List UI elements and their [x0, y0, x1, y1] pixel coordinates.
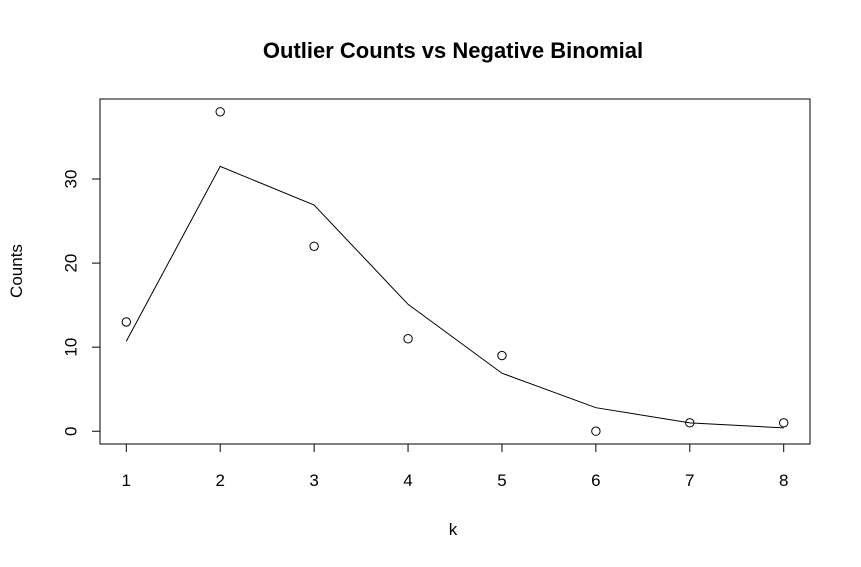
data-point	[779, 418, 789, 428]
negative-binomial-line	[125, 165, 784, 429]
y-tick-label: 20	[61, 254, 80, 273]
data-point	[309, 241, 319, 251]
y-axis-label: Counts	[7, 244, 26, 298]
y-axis-ticks: 0 10 20 30	[61, 170, 100, 436]
data-point	[403, 334, 413, 344]
x-tick-label: 3	[309, 471, 318, 490]
x-tick-label: 6	[591, 471, 600, 490]
y-tick-label: 30	[61, 170, 80, 189]
data-point	[685, 418, 695, 428]
x-tick-label: 8	[779, 471, 788, 490]
x-tick-label: 4	[403, 471, 412, 490]
data-point	[591, 426, 601, 436]
chart-title: Outlier Counts vs Negative Binomial	[263, 38, 643, 63]
y-tick-label: 10	[61, 338, 80, 357]
x-tick-label: 5	[497, 471, 506, 490]
x-axis-ticks: 1 2 3 4 5 6 7 8	[122, 444, 788, 490]
x-tick-label: 2	[215, 471, 224, 490]
x-axis-label: k	[449, 520, 458, 539]
x-tick-label: 1	[122, 471, 131, 490]
series-line-group	[125, 165, 784, 429]
x-tick-label: 7	[685, 471, 694, 490]
series-points-group	[121, 107, 789, 436]
plot-frame	[99, 98, 811, 445]
y-tick-label: 0	[61, 426, 80, 435]
data-point	[121, 317, 131, 327]
data-point	[497, 350, 507, 361]
data-point	[215, 107, 225, 117]
